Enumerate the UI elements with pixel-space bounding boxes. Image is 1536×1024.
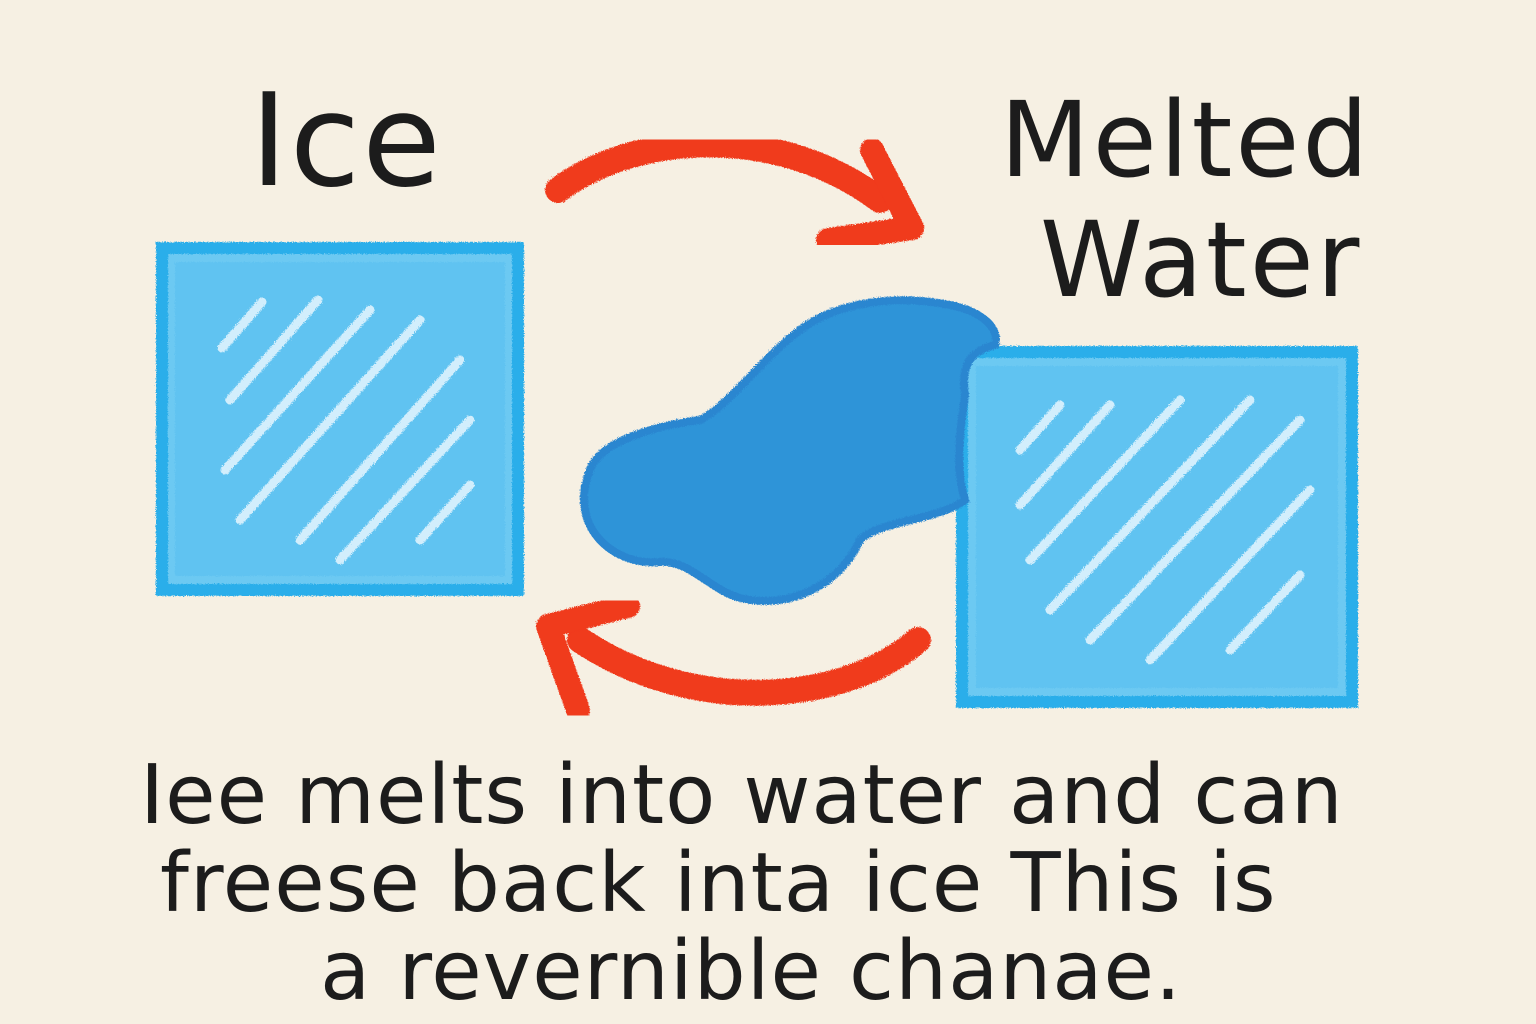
caption-line1: Iee melts into water and can [140,748,1344,843]
ice-cube-left-icon [156,242,524,596]
caption-line2: freese back inta ice This is [160,836,1277,931]
melted-water-label: Melted Water [1000,80,1371,320]
caption: Iee melts into water and can freese back… [140,752,1400,1016]
melt-arrow-icon [545,131,924,252]
melted-water-label-line2: Water [1040,199,1363,321]
caption-line3: a revernible chanae. [320,924,1183,1019]
ice-label: Ice [250,67,443,216]
water-puddle-icon [579,296,1000,605]
ice-cube-right-icon [956,346,1358,708]
freeze-arrow-icon [536,594,931,722]
melted-water-label-line1: Melted [1000,79,1372,201]
